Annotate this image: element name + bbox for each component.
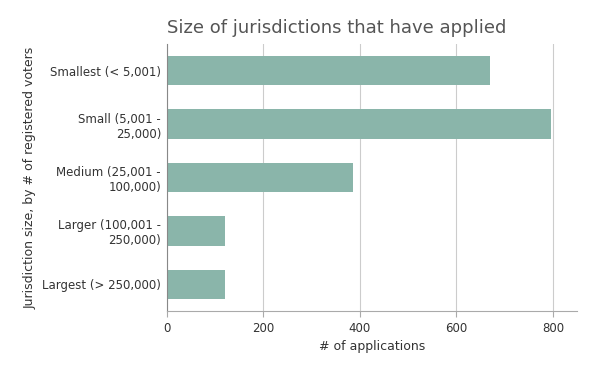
Bar — [167, 163, 353, 192]
Bar — [167, 216, 224, 246]
Y-axis label: Jurisdiction size, by # of registered voters: Jurisdiction size, by # of registered vo… — [24, 46, 37, 309]
Bar — [167, 270, 224, 299]
Bar — [167, 56, 490, 85]
X-axis label: # of applications: # of applications — [319, 340, 425, 353]
Bar — [167, 109, 550, 139]
Text: Size of jurisdictions that have applied: Size of jurisdictions that have applied — [167, 19, 506, 37]
